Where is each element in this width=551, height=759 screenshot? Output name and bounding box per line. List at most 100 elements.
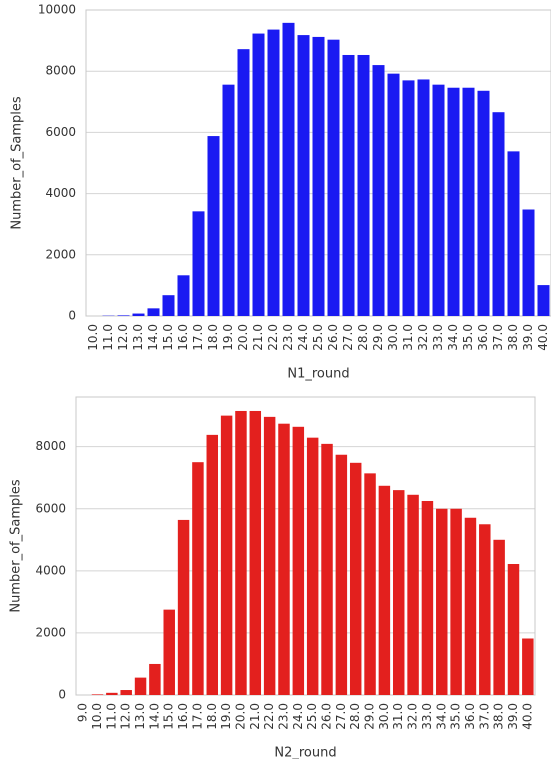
bar bbox=[149, 663, 161, 695]
bar bbox=[462, 87, 475, 316]
y-tick-label: 0 bbox=[68, 309, 76, 323]
x-tick-label: 24.0 bbox=[291, 703, 305, 730]
bar bbox=[162, 295, 175, 316]
bar bbox=[282, 22, 295, 317]
bar bbox=[117, 315, 130, 316]
x-tick-label: 26.0 bbox=[326, 324, 340, 351]
bar bbox=[237, 49, 250, 316]
x-tick-label: 28.0 bbox=[356, 324, 370, 351]
x-tick-label: 14.0 bbox=[146, 324, 160, 351]
bar bbox=[507, 151, 520, 316]
x-tick-label: 27.0 bbox=[334, 703, 348, 730]
bar bbox=[464, 517, 477, 695]
x-axis-label: N2_round bbox=[274, 746, 336, 759]
x-tick-label: 21.0 bbox=[248, 703, 262, 730]
bar bbox=[477, 90, 490, 316]
bar bbox=[306, 437, 319, 695]
x-tick-label: 22.0 bbox=[266, 324, 280, 351]
bar bbox=[327, 39, 340, 316]
x-tick-label: 31.0 bbox=[401, 324, 415, 351]
x-tick-label: 24.0 bbox=[296, 324, 310, 351]
x-tick-label: 18.0 bbox=[206, 324, 220, 351]
bar bbox=[312, 36, 325, 316]
bar bbox=[132, 313, 145, 316]
x-tick-label: 20.0 bbox=[236, 324, 250, 351]
bar bbox=[147, 308, 160, 316]
x-tick-label: 33.0 bbox=[431, 324, 445, 351]
x-tick-label: 36.0 bbox=[476, 324, 490, 351]
x-tick-label: 19.0 bbox=[219, 703, 233, 730]
y-tick-label: 2000 bbox=[45, 247, 76, 261]
x-tick-label: 19.0 bbox=[221, 324, 235, 351]
y-tick-label: 4000 bbox=[45, 186, 76, 200]
bar bbox=[335, 454, 348, 695]
bar bbox=[192, 211, 205, 316]
bar bbox=[163, 609, 175, 695]
y-tick-label: 2000 bbox=[35, 625, 66, 639]
x-tick-label: 40.0 bbox=[520, 703, 534, 730]
x-tick-label: 34.0 bbox=[446, 324, 460, 351]
x-tick-label: 40.0 bbox=[536, 324, 550, 351]
y-axis-label: Number_of_Samples bbox=[9, 479, 24, 612]
bar bbox=[378, 485, 391, 695]
bar bbox=[206, 434, 219, 695]
x-tick-label: 38.0 bbox=[506, 324, 520, 351]
bar bbox=[252, 33, 265, 316]
x-tick-label: 27.0 bbox=[341, 324, 355, 351]
x-tick-label: 37.0 bbox=[491, 324, 505, 351]
x-tick-label: 16.0 bbox=[176, 324, 190, 351]
bar bbox=[479, 524, 491, 695]
x-tick-label: 12.0 bbox=[116, 324, 130, 351]
bar bbox=[120, 690, 132, 695]
x-tick-label: 17.0 bbox=[190, 703, 204, 730]
x-tick-label: 26.0 bbox=[320, 703, 334, 730]
x-tick-label: 17.0 bbox=[191, 324, 205, 351]
bar bbox=[407, 494, 419, 695]
x-tick-label: 30.0 bbox=[377, 703, 391, 730]
x-tick-label: 11.0 bbox=[101, 324, 115, 351]
x-tick-label: 10.0 bbox=[86, 324, 100, 351]
x-tick-label: 18.0 bbox=[205, 703, 219, 730]
x-tick-label: 10.0 bbox=[90, 703, 104, 730]
bar bbox=[207, 136, 220, 316]
y-tick-label: 6000 bbox=[35, 501, 66, 515]
x-tick-label: 39.0 bbox=[521, 324, 535, 351]
bar bbox=[278, 423, 290, 695]
y-tick-label: 6000 bbox=[45, 125, 76, 139]
x-tick-label: 34.0 bbox=[434, 703, 448, 730]
bar bbox=[421, 500, 434, 695]
bar bbox=[392, 490, 405, 695]
x-tick-label: 35.0 bbox=[461, 324, 475, 351]
x-tick-label: 32.0 bbox=[406, 703, 420, 730]
y-tick-label: 8000 bbox=[35, 439, 66, 453]
x-axis-label: N1_round bbox=[287, 367, 349, 382]
bar bbox=[177, 275, 190, 316]
bar bbox=[507, 564, 520, 695]
x-tick-label: 15.0 bbox=[162, 703, 176, 730]
bar bbox=[249, 410, 262, 695]
bar bbox=[192, 462, 204, 695]
x-tick-label: 20.0 bbox=[233, 703, 247, 730]
bar bbox=[537, 285, 550, 316]
x-tick-label: 28.0 bbox=[348, 703, 362, 730]
x-tick-label: 35.0 bbox=[449, 703, 463, 730]
x-tick-label: 22.0 bbox=[262, 703, 276, 730]
bar bbox=[222, 84, 235, 316]
x-tick-label: 11.0 bbox=[104, 703, 118, 730]
bar bbox=[91, 694, 104, 695]
x-tick-label: 39.0 bbox=[506, 703, 520, 730]
y-tick-label: 0 bbox=[58, 688, 66, 702]
bar bbox=[522, 638, 534, 695]
bar bbox=[342, 54, 355, 317]
bar bbox=[493, 539, 505, 695]
x-tick-label: 36.0 bbox=[463, 703, 477, 730]
x-tick-label: 30.0 bbox=[386, 324, 400, 351]
bar bbox=[432, 84, 445, 316]
bar bbox=[134, 677, 147, 695]
bar bbox=[522, 209, 535, 316]
bar bbox=[106, 692, 118, 695]
bar bbox=[349, 462, 362, 695]
x-tick-label: 38.0 bbox=[492, 703, 506, 730]
bar bbox=[297, 35, 310, 316]
x-tick-label: 21.0 bbox=[251, 324, 265, 351]
